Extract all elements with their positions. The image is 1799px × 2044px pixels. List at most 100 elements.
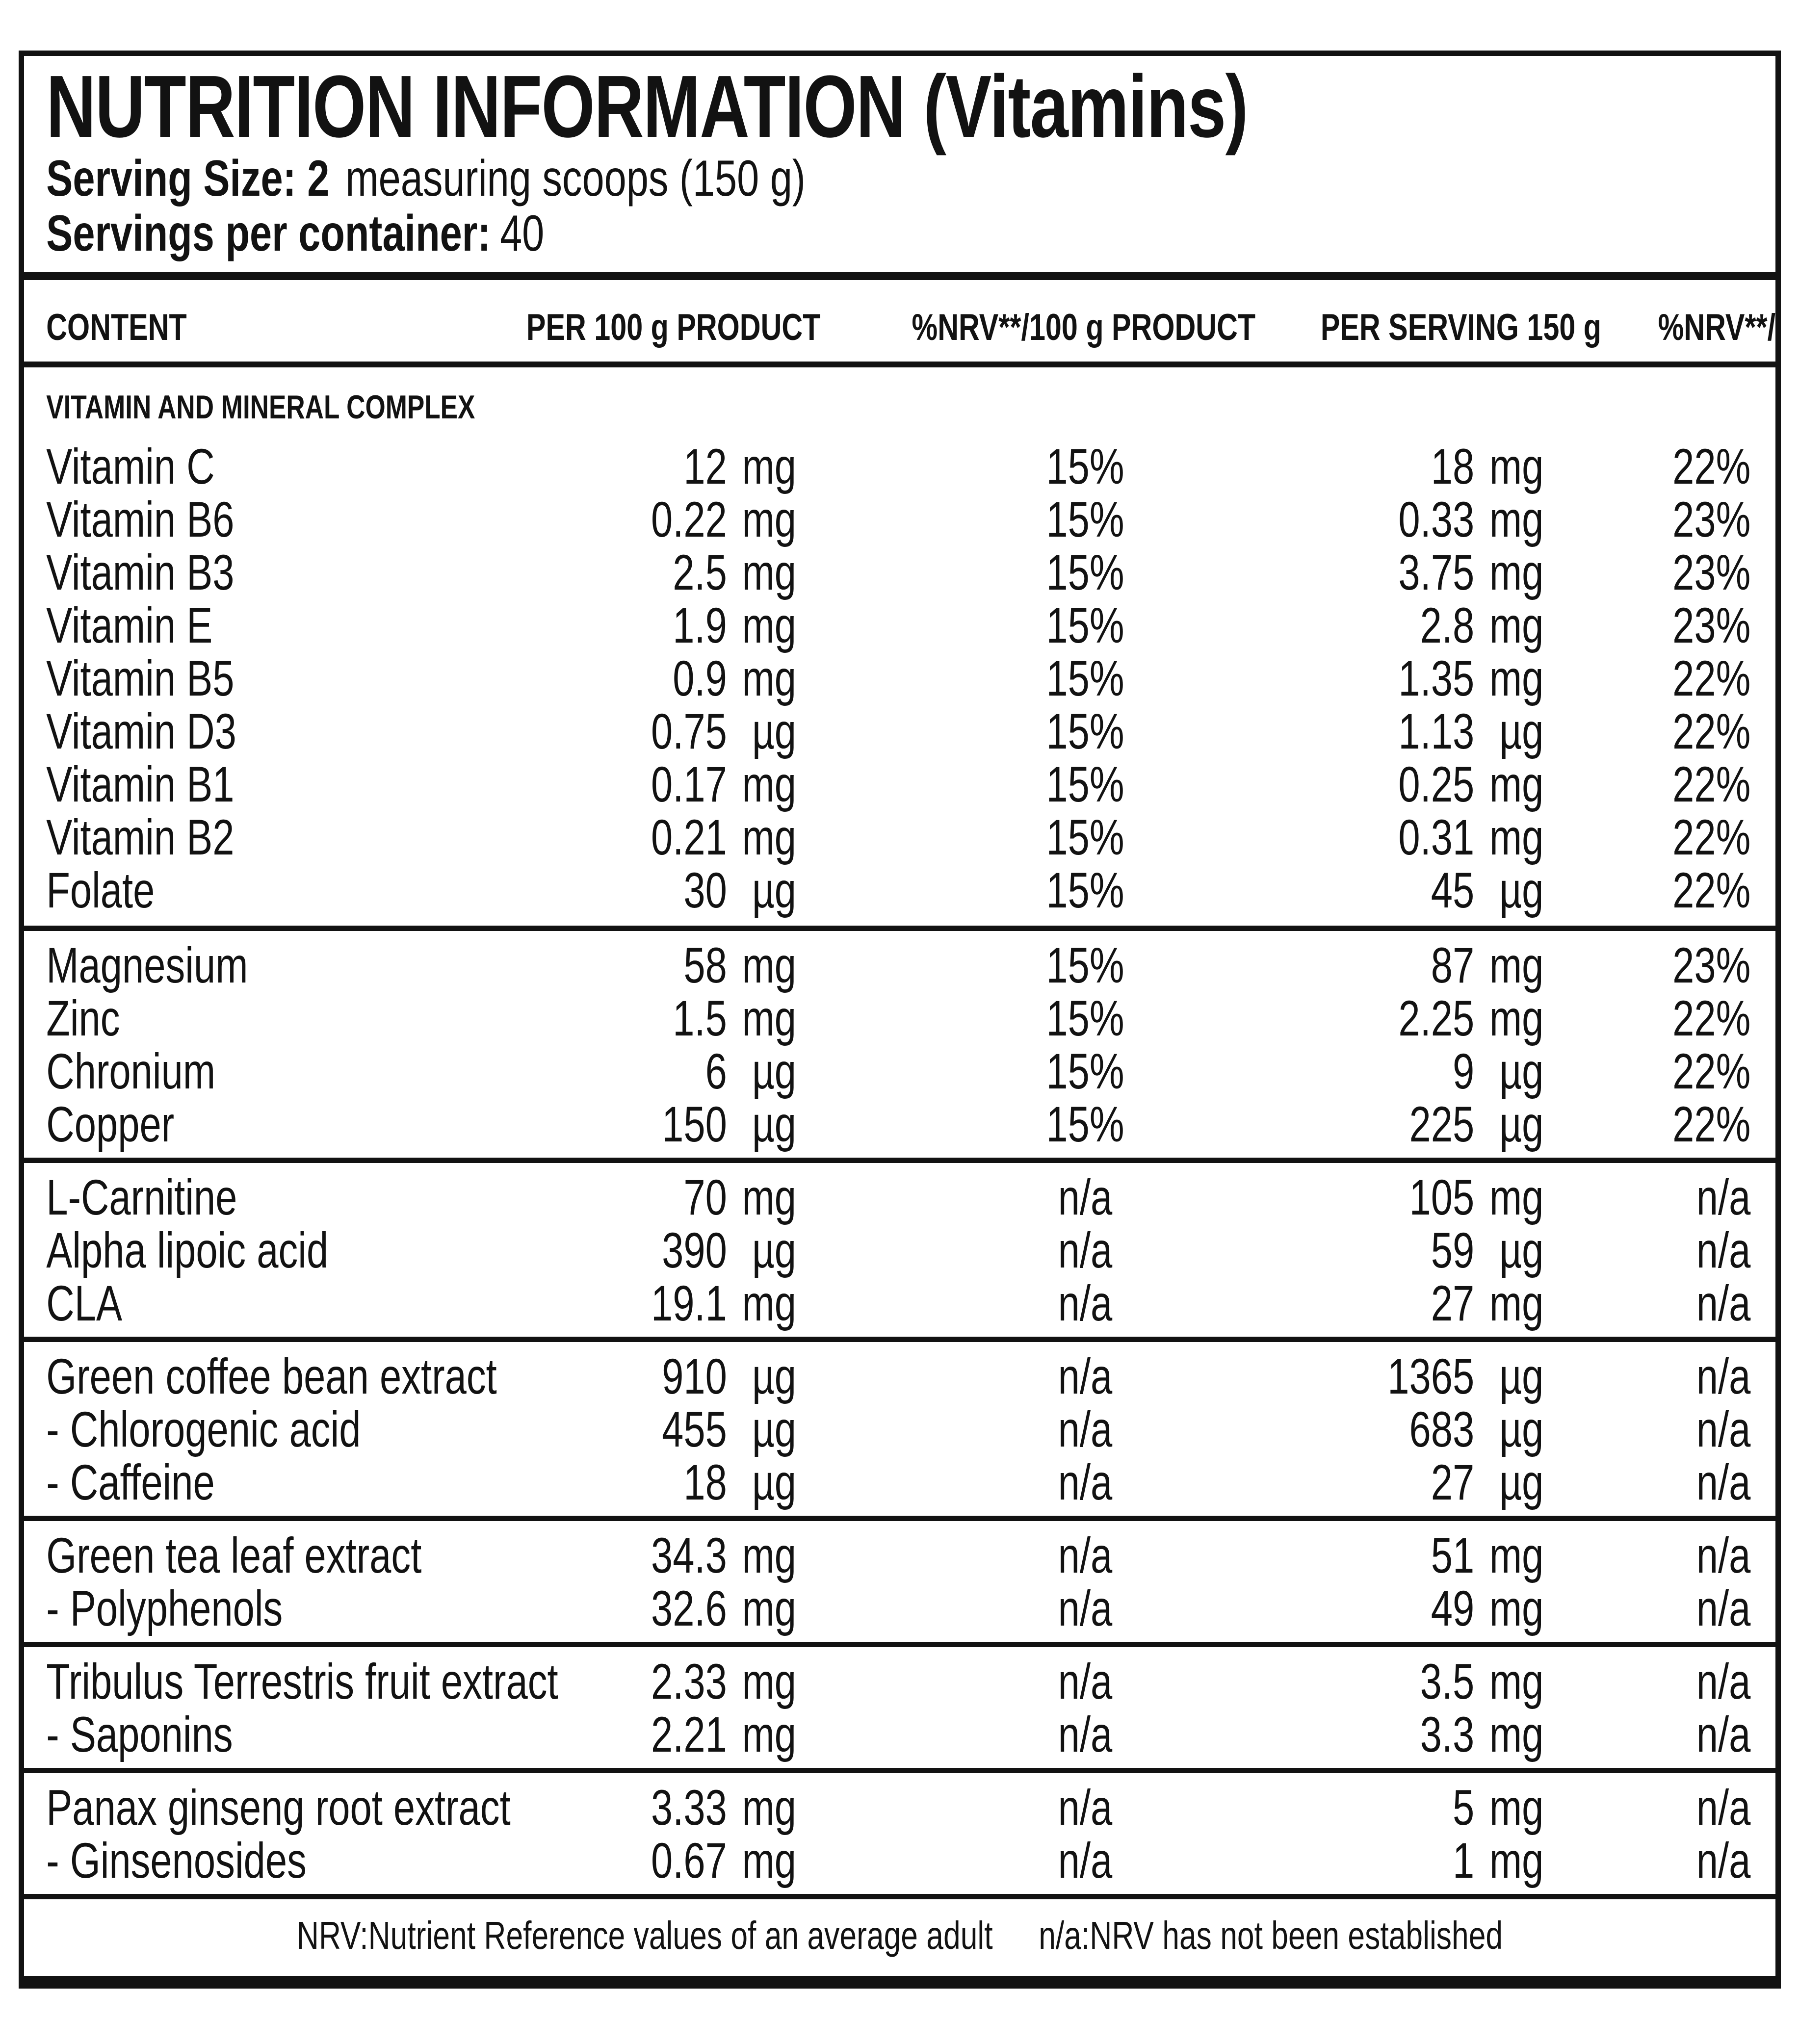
nrv-per-100g: 15%	[1046, 492, 1124, 547]
nutrient-row: Copper 150 µg 15% 225 µg 22%	[24, 1098, 1775, 1151]
nrv-per-serving: 23%	[1672, 544, 1751, 600]
top-divider	[24, 272, 1776, 280]
per-100g-unit: mg	[742, 1275, 797, 1331]
per-100g-value: 390	[662, 1222, 727, 1278]
per-100g-value: 3.33	[651, 1780, 727, 1836]
per-100g-value: 0.9	[673, 650, 727, 706]
per-serving-amount: 2.8 mg	[1374, 599, 1544, 652]
per-serving-amount: 45 µg	[1374, 864, 1544, 917]
per-100g-amount: 0.75 µg	[582, 705, 796, 758]
per-serving-unit: µg	[1499, 862, 1544, 918]
per-100g-value: 1.5	[673, 990, 727, 1046]
nrv-per-serving: 23%	[1672, 492, 1751, 547]
column-header-content: CONTENT	[46, 307, 187, 348]
per-100g-amount: 70 mg	[582, 1171, 796, 1224]
per-100g-unit: µg	[752, 862, 797, 918]
nrv-per-100g: 15%	[1046, 1096, 1124, 1152]
per-100g-amount: 1.9 mg	[582, 599, 796, 652]
per-100g-value: 150	[662, 1096, 727, 1152]
per-serving-unit: mg	[1489, 1707, 1544, 1762]
nrv-per-serving: 22%	[1672, 650, 1751, 706]
per-serving-value: 105	[1409, 1169, 1475, 1225]
per-serving-amount: 87 mg	[1374, 939, 1544, 992]
per-100g-amount: 0.67 mg	[582, 1834, 796, 1887]
nutrient-table-body: Vitamin C 12 mg 15% 18 mg 22% Vitamin B6…	[24, 429, 1776, 1894]
nutrient-name: Vitamin B1	[46, 756, 235, 812]
per-serving-unit: mg	[1489, 439, 1544, 494]
nrv-per-serving: n/a	[1696, 1169, 1751, 1225]
per-serving-unit: mg	[1489, 544, 1544, 600]
per-serving-value: 0.33	[1398, 492, 1475, 547]
per-100g-value: 70	[683, 1169, 727, 1225]
per-serving-value: 1365	[1387, 1348, 1475, 1404]
nrv-per-100g: 15%	[1046, 650, 1124, 706]
servings-per-container-line: Servings per container: 40	[46, 206, 1775, 261]
per-100g-amount: 0.21 mg	[582, 811, 796, 864]
per-100g-amount: 3.33 mg	[582, 1781, 796, 1834]
nrv-per-100g: 15%	[1046, 544, 1124, 600]
per-100g-unit: µg	[752, 703, 797, 759]
per-100g-unit: mg	[742, 756, 797, 812]
nutrient-group: Tribulus Terrestris fruit extract 2.33 m…	[24, 1642, 1776, 1768]
per-100g-value: 6	[705, 1043, 727, 1099]
nutrient-name: Tribulus Terrestris fruit extract	[46, 1654, 558, 1709]
per-100g-amount: 455 µg	[582, 1403, 796, 1456]
per-serving-amount: 683 µg	[1374, 1403, 1543, 1456]
serving-size-detail: measuring scoops (150 g)	[345, 150, 806, 207]
per-serving-unit: mg	[1489, 809, 1544, 865]
per-serving-amount: 59 µg	[1374, 1224, 1544, 1277]
nutrient-name: - Chlorogenic acid	[46, 1401, 361, 1457]
na-footnote: n/a:NRV has not been established	[1039, 1914, 1503, 1957]
per-serving-unit: mg	[1489, 1275, 1544, 1331]
per-100g-unit: mg	[742, 597, 797, 653]
per-100g-value: 1.9	[673, 597, 727, 653]
per-serving-amount: 225 µg	[1374, 1098, 1543, 1151]
per-100g-amount: 30 µg	[582, 864, 796, 917]
per-100g-amount: 0.17 mg	[582, 758, 796, 811]
per-serving-value: 5	[1452, 1780, 1475, 1836]
per-serving-unit: mg	[1489, 1580, 1544, 1636]
nutrient-name: Alpha lipoic acid	[46, 1222, 329, 1278]
nutrient-row: Vitamin C 12 mg 15% 18 mg 22%	[24, 440, 1775, 493]
nrv-per-100g: 15%	[1046, 1043, 1124, 1099]
nrv-per-100g: n/a	[1058, 1654, 1113, 1709]
nrv-per-100g: n/a	[1058, 1275, 1113, 1331]
nrv-per-100g: n/a	[1058, 1833, 1113, 1889]
nrv-per-serving: n/a	[1696, 1707, 1751, 1762]
per-serving-unit: mg	[1489, 597, 1544, 653]
nutrient-group: Vitamin C 12 mg 15% 18 mg 22% Vitamin B6…	[24, 429, 1775, 926]
nrv-per-100g: 15%	[1046, 756, 1124, 812]
per-100g-amount: 6 µg	[582, 1045, 796, 1098]
per-serving-value: 0.25	[1398, 756, 1475, 812]
nutrient-name: - Caffeine	[46, 1454, 215, 1510]
column-header-row: CONTENT PER 100 g PRODUCT %NRV**/100 g P…	[24, 280, 1775, 362]
nutrient-name: Zinc	[46, 990, 120, 1046]
per-100g-value: 455	[662, 1401, 727, 1457]
per-serving-value: 49	[1431, 1580, 1475, 1636]
nrv-per-100g: n/a	[1058, 1780, 1113, 1836]
nutrient-name: CLA	[46, 1275, 123, 1331]
nutrient-row: - Ginsenosides 0.67 mg n/a 1 mg n/a	[24, 1834, 1775, 1887]
per-100g-amount: 18 µg	[582, 1456, 796, 1509]
footnote: NRV:Nutrient Reference values of an aver…	[24, 1894, 1776, 1976]
nrv-per-100g: 15%	[1046, 703, 1124, 759]
per-100g-unit: µg	[752, 1222, 797, 1278]
nrv-per-serving: 22%	[1672, 862, 1751, 918]
nutrient-row: Alpha lipoic acid 390 µg n/a 59 µg n/a	[24, 1224, 1775, 1277]
nutrient-name: Vitamin B2	[46, 809, 235, 865]
serving-size-label: Serving Size: 2	[46, 150, 330, 207]
nutrient-row: Vitamin B6 0.22 mg 15% 0.33 mg 23%	[24, 493, 1775, 546]
per-serving-amount: 105 mg	[1374, 1169, 1543, 1225]
per-serving-amount: 18 mg	[1374, 440, 1544, 493]
nrv-per-serving: n/a	[1696, 1580, 1751, 1636]
per-serving-unit: mg	[1489, 650, 1544, 706]
nutrient-row: Tribulus Terrestris fruit extract 2.33 m…	[24, 1655, 1775, 1708]
nutrient-group: Green tea leaf extract 34.3 mg n/a 51 mg…	[24, 1516, 1776, 1642]
per-100g-unit: mg	[742, 1169, 797, 1225]
nutrient-row: Folate 30 µg 15% 45 µg 22%	[24, 864, 1775, 917]
nrv-per-serving: 23%	[1672, 597, 1751, 653]
per-serving-amount: 0.33 mg	[1374, 492, 1543, 547]
nrv-per-serving: 22%	[1672, 990, 1751, 1046]
panel-title: NUTRITION INFORMATION (Vitamins)	[46, 57, 1248, 156]
